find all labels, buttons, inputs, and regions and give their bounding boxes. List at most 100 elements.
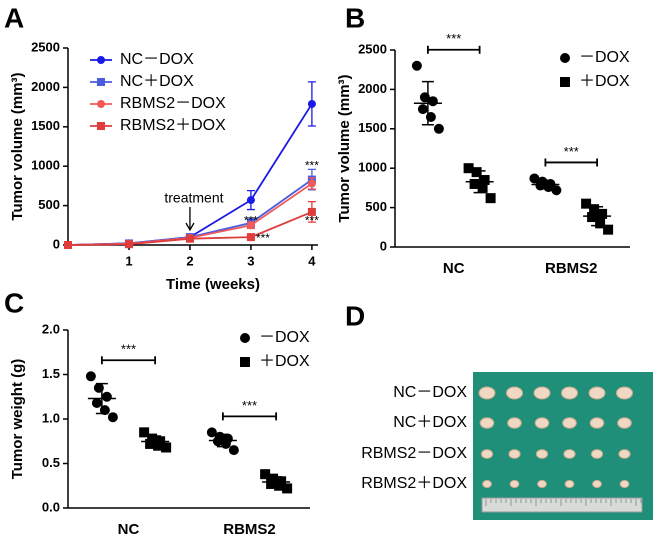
row-label: RBMS2＋DOX [361,475,467,492]
marker [268,473,279,484]
marker [419,92,430,103]
mean-sd [413,80,442,126]
marker [551,185,562,196]
marker [282,483,293,494]
y-tick-label: 0 [53,236,60,251]
legend-label: ＋DOX [259,353,310,370]
y-tick-label: 1.0 [42,410,60,425]
marker [260,469,271,480]
y-tick-label: 2.0 [42,321,60,336]
legend-label: －DOX [259,329,310,346]
marker [240,357,250,367]
tumor [507,417,522,429]
legend-label: ＋DOX [579,73,630,90]
tumor [617,417,632,429]
marker [93,382,104,393]
marker [425,111,436,122]
annotation: *** [446,31,461,46]
marker [228,445,239,456]
y-tick-label: 2000 [358,81,387,96]
tumor [589,417,605,429]
y-tick-label: 0 [380,238,387,253]
marker [99,405,110,416]
annotation: *** [244,214,258,228]
x-axis-label: Time (weeks) [166,276,260,293]
marker [97,122,105,130]
marker [603,224,614,235]
marker [274,480,285,491]
legend-label: NC－DOX [120,51,194,68]
y-axis-label: Tumor volume (mm³) [336,74,353,222]
tumor [588,386,606,400]
marker [145,438,156,449]
tumor [509,479,520,489]
tumor [619,479,630,489]
marker [246,233,255,242]
marker [139,427,150,438]
marker [97,56,105,64]
tumor [616,386,633,400]
y-tick-label: 1500 [358,120,387,135]
x-tick-label: 2 [186,253,193,268]
annotation: *** [305,214,319,228]
marker [535,180,546,191]
marker [595,218,606,229]
marker [307,99,316,108]
marker [185,234,194,243]
legend-label: －DOX [579,49,630,66]
marker [479,175,490,186]
marker [427,96,438,107]
panel-label: C [4,287,24,318]
marker [471,167,482,178]
marker [587,212,598,223]
marker [589,204,600,215]
marker [101,391,112,402]
tumor [561,386,578,400]
marker [161,442,172,453]
significance-bracket [100,356,157,365]
marker [597,208,608,219]
marker [220,438,231,449]
marker [469,178,480,189]
y-tick-label: 2500 [358,41,387,56]
tumor [590,449,604,459]
tumor [563,449,576,459]
tumor [562,417,577,429]
tumor [479,417,495,429]
marker [417,104,428,115]
marker [107,412,118,423]
marker [485,193,496,204]
significance-bracket [544,158,598,167]
marker [560,77,570,87]
marker [212,436,223,447]
legend-label: RBMS2－DOX [120,95,226,112]
marker [153,440,164,451]
marker [124,240,133,249]
tumor [482,479,492,489]
marker [543,182,554,193]
panel-label: D [345,300,365,331]
x-tick-label: RBMS2 [545,260,598,277]
marker [560,53,570,63]
marker [246,221,255,230]
annotation: *** [564,144,579,159]
y-axis-label: Tumor volume (mm³) [9,72,26,220]
y-tick-label: 0.5 [42,455,60,470]
tumor [535,449,549,459]
annotation: *** [256,231,270,245]
marker [307,207,316,216]
x-tick-label: NC [443,260,465,277]
y-tick-label: 1500 [31,118,60,133]
arrow [185,207,195,232]
y-tick-label: 0.0 [42,499,60,514]
marker [529,173,540,184]
y-tick-label: 2500 [31,39,60,54]
marker [411,60,422,71]
tumor [480,449,494,459]
y-tick-label: 2000 [31,79,60,94]
tumor [478,386,496,400]
tumor [618,449,631,459]
tumor [592,479,602,489]
tumor [508,449,521,459]
